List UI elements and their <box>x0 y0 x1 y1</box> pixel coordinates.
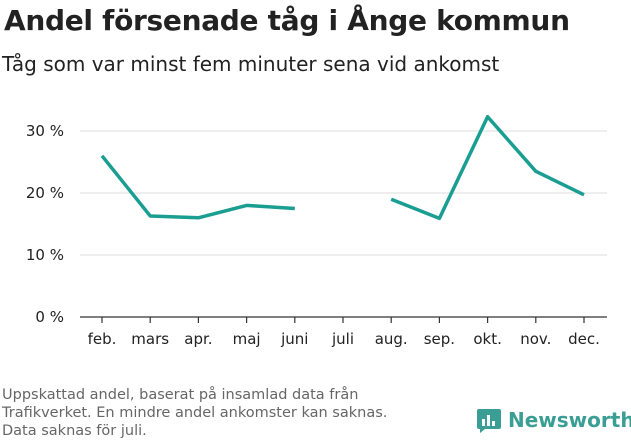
series-line-segment <box>390 114 585 221</box>
footer-note: Uppskattad andel, baserat på insamlad da… <box>2 386 442 440</box>
x-tick-label: okt. <box>473 330 502 348</box>
y-tick-label: 20 % <box>26 184 64 202</box>
y-tick-label: 10 % <box>26 246 64 264</box>
footer-line: Data saknas för juli. <box>2 423 147 439</box>
y-tick-label: 30 % <box>26 122 64 140</box>
series-line-segment <box>100 154 295 220</box>
chart-title: Andel försenade tåg i Ånge kommun <box>4 4 570 37</box>
y-tick-label: 0 % <box>35 308 64 326</box>
x-tick-label: maj <box>233 330 261 348</box>
x-tick-label: nov. <box>520 330 551 348</box>
newsworthy-logo-icon <box>477 409 501 433</box>
x-tick-label: apr. <box>184 330 212 348</box>
x-tick-label: sep. <box>424 330 455 348</box>
y-tick-labels: 0 % 10 % 20 % 30 % <box>26 122 64 326</box>
series-lines <box>100 114 585 221</box>
x-tick-label: feb. <box>88 330 117 348</box>
brand-logo: Newsworthy <box>476 407 631 433</box>
x-tick-label: dec. <box>568 330 600 348</box>
x-tick-labels: feb. mars apr. maj juni juli aug. sep. okt. nov. d… <box>88 317 600 348</box>
x-tick-label: juli <box>331 330 354 348</box>
line-chart: 0 % 10 % 20 % 30 % feb. mars apr. maj juni juli a… <box>26 114 607 348</box>
footer-line: Trafikverket. En mindre andel ankomster … <box>2 405 388 421</box>
footer-line: Uppskattad andel, baserat på insamlad da… <box>2 387 359 403</box>
x-tick-label: aug. <box>375 330 408 348</box>
grid-lines <box>80 130 607 318</box>
x-tick-label: mars <box>131 330 169 348</box>
chart-subtitle: Tåg som var minst fem minuter sena vid a… <box>2 52 500 76</box>
x-tick-label: juni <box>280 330 308 348</box>
brand-name: Newsworthy <box>508 408 631 432</box>
